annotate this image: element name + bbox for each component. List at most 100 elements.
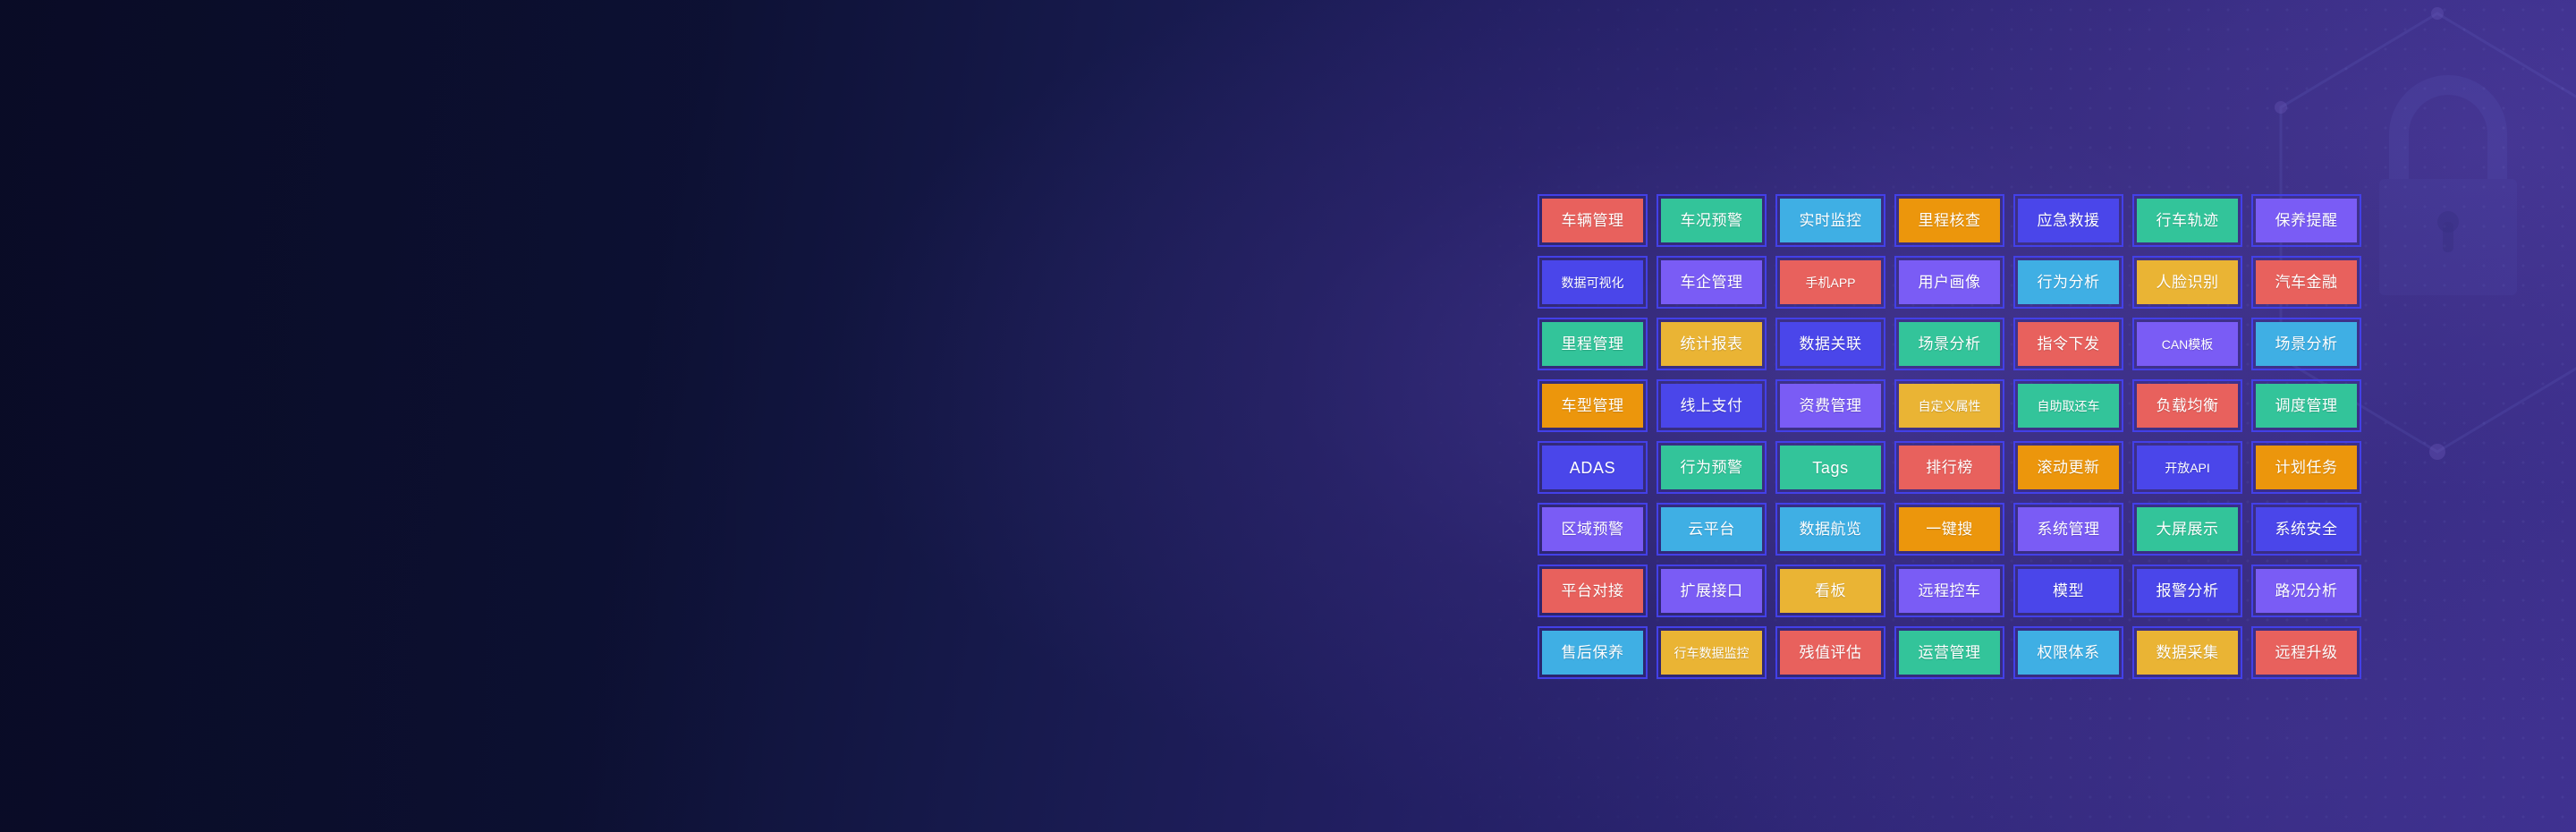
tag-cell[interactable]: 车企管理 (1652, 251, 1771, 313)
tag-chip[interactable]: 指令下发 (2018, 322, 2119, 366)
tag-cell[interactable]: 保养提醒 (2247, 190, 2366, 251)
tag-cell[interactable]: 应急救援 (2009, 190, 2128, 251)
tag-chip[interactable]: 车辆管理 (1542, 199, 1643, 242)
tag-chip[interactable]: 调度管理 (2256, 384, 2357, 428)
tag-chip[interactable]: 行为分析 (2018, 260, 2119, 304)
tag-chip[interactable]: 平台对接 (1542, 569, 1643, 613)
tag-cell[interactable]: 数据航览 (1771, 498, 1890, 560)
tag-cell[interactable]: 系统安全 (2247, 498, 2366, 560)
tag-cell[interactable]: 场景分析 (1890, 313, 2009, 375)
tag-cell[interactable]: 开放API (2128, 437, 2247, 498)
tag-cell[interactable]: Tags (1771, 437, 1890, 498)
tag-cell[interactable]: 数据可视化 (1533, 251, 1652, 313)
tag-chip[interactable]: 车企管理 (1661, 260, 1762, 304)
tag-chip[interactable]: 远程升级 (2256, 631, 2357, 675)
tag-cell[interactable]: 平台对接 (1533, 560, 1652, 622)
tag-chip[interactable]: 里程核查 (1899, 199, 2000, 242)
tag-cell[interactable]: 数据采集 (2128, 622, 2247, 683)
tag-cell[interactable]: ADAS (1533, 437, 1652, 498)
tag-chip[interactable]: 车型管理 (1542, 384, 1643, 428)
tag-chip[interactable]: 扩展接口 (1661, 569, 1762, 613)
tag-chip[interactable]: 人脸识别 (2137, 260, 2238, 304)
tag-chip[interactable]: 用户画像 (1899, 260, 2000, 304)
tag-cell[interactable]: 报警分析 (2128, 560, 2247, 622)
tag-cell[interactable]: 统计报表 (1652, 313, 1771, 375)
tag-chip[interactable]: 大屏展示 (2137, 507, 2238, 551)
tag-cell[interactable]: 路况分析 (2247, 560, 2366, 622)
tag-chip[interactable]: 系统管理 (2018, 507, 2119, 551)
tag-cell[interactable]: 资费管理 (1771, 375, 1890, 437)
tag-cell[interactable]: 行为预警 (1652, 437, 1771, 498)
tag-cell[interactable]: 计划任务 (2247, 437, 2366, 498)
tag-chip[interactable]: 场景分析 (1899, 322, 2000, 366)
tag-cell[interactable]: 场景分析 (2247, 313, 2366, 375)
tag-cell[interactable]: 看板 (1771, 560, 1890, 622)
tag-chip[interactable]: 行车数据监控 (1661, 631, 1762, 675)
tag-chip[interactable]: 应急救援 (2018, 199, 2119, 242)
tag-cell[interactable]: 区域预警 (1533, 498, 1652, 560)
tag-cell[interactable]: 指令下发 (2009, 313, 2128, 375)
tag-cell[interactable]: 实时监控 (1771, 190, 1890, 251)
tag-chip[interactable]: 行为预警 (1661, 446, 1762, 489)
tag-cell[interactable]: CAN模板 (2128, 313, 2247, 375)
tag-cell[interactable]: 负载均衡 (2128, 375, 2247, 437)
tag-cell[interactable]: 线上支付 (1652, 375, 1771, 437)
tag-chip[interactable]: 数据关联 (1780, 322, 1881, 366)
tag-chip[interactable]: ADAS (1542, 446, 1643, 489)
tag-chip[interactable]: 售后保养 (1542, 631, 1643, 675)
tag-cell[interactable]: 一键搜 (1890, 498, 2009, 560)
tag-cell[interactable]: 行为分析 (2009, 251, 2128, 313)
tag-chip[interactable]: 数据采集 (2137, 631, 2238, 675)
tag-chip[interactable]: Tags (1780, 446, 1881, 489)
tag-cell[interactable]: 手机APP (1771, 251, 1890, 313)
tag-chip[interactable]: 汽车金融 (2256, 260, 2357, 304)
tag-cell[interactable]: 车况预警 (1652, 190, 1771, 251)
tag-chip[interactable]: 自定义属性 (1899, 384, 2000, 428)
tag-chip[interactable]: 系统安全 (2256, 507, 2357, 551)
tag-chip[interactable]: 资费管理 (1780, 384, 1881, 428)
tag-chip[interactable]: 区域预警 (1542, 507, 1643, 551)
tag-cell[interactable]: 远程控车 (1890, 560, 2009, 622)
tag-chip[interactable]: 里程管理 (1542, 322, 1643, 366)
tag-cell[interactable]: 滚动更新 (2009, 437, 2128, 498)
tag-cell[interactable]: 残值评估 (1771, 622, 1890, 683)
tag-chip[interactable]: 实时监控 (1780, 199, 1881, 242)
tag-cell[interactable]: 自定义属性 (1890, 375, 2009, 437)
tag-chip[interactable]: 滚动更新 (2018, 446, 2119, 489)
tag-cell[interactable]: 里程管理 (1533, 313, 1652, 375)
tag-cell[interactable]: 人脸识别 (2128, 251, 2247, 313)
tag-chip[interactable]: 运营管理 (1899, 631, 2000, 675)
tag-chip[interactable]: 负载均衡 (2137, 384, 2238, 428)
tag-cell[interactable]: 行车轨迹 (2128, 190, 2247, 251)
tag-chip[interactable]: 计划任务 (2256, 446, 2357, 489)
tag-chip[interactable]: 模型 (2018, 569, 2119, 613)
tag-cell[interactable]: 车辆管理 (1533, 190, 1652, 251)
tag-chip[interactable]: 线上支付 (1661, 384, 1762, 428)
tag-chip[interactable]: 自助取还车 (2018, 384, 2119, 428)
tag-cell[interactable]: 远程升级 (2247, 622, 2366, 683)
tag-cell[interactable]: 系统管理 (2009, 498, 2128, 560)
tag-cell[interactable]: 运营管理 (1890, 622, 2009, 683)
tag-cell[interactable]: 扩展接口 (1652, 560, 1771, 622)
tag-cell[interactable]: 大屏展示 (2128, 498, 2247, 560)
tag-cell[interactable]: 里程核查 (1890, 190, 2009, 251)
tag-chip[interactable]: 统计报表 (1661, 322, 1762, 366)
tag-chip[interactable]: 远程控车 (1899, 569, 2000, 613)
tag-cell[interactable]: 行车数据监控 (1652, 622, 1771, 683)
tag-cell[interactable]: 权限体系 (2009, 622, 2128, 683)
tag-cell[interactable]: 汽车金融 (2247, 251, 2366, 313)
tag-chip[interactable]: 路况分析 (2256, 569, 2357, 613)
tag-chip[interactable]: 手机APP (1780, 260, 1881, 304)
tag-chip[interactable]: 车况预警 (1661, 199, 1762, 242)
tag-chip[interactable]: 场景分析 (2256, 322, 2357, 366)
tag-chip[interactable]: 看板 (1780, 569, 1881, 613)
tag-cell[interactable]: 云平台 (1652, 498, 1771, 560)
tag-cell[interactable]: 用户画像 (1890, 251, 2009, 313)
tag-chip[interactable]: 权限体系 (2018, 631, 2119, 675)
tag-chip[interactable]: 数据可视化 (1542, 260, 1643, 304)
tag-chip[interactable]: 数据航览 (1780, 507, 1881, 551)
tag-chip[interactable]: 报警分析 (2137, 569, 2238, 613)
tag-chip[interactable]: 一键搜 (1899, 507, 2000, 551)
tag-cell[interactable]: 模型 (2009, 560, 2128, 622)
tag-cell[interactable]: 车型管理 (1533, 375, 1652, 437)
